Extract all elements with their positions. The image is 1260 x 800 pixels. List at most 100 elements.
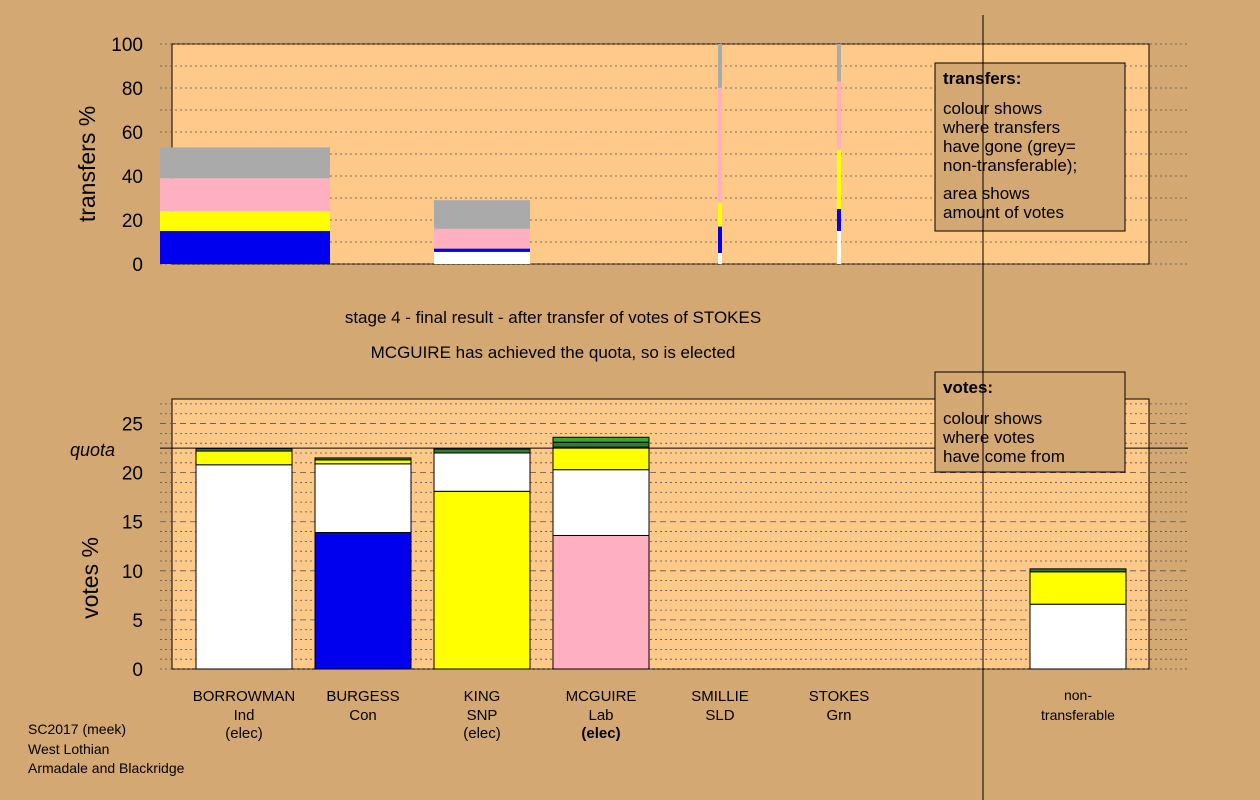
votes-legend-line: have come from xyxy=(943,447,1065,466)
transfers-segment-grey xyxy=(160,147,330,179)
candidate-label-stokes: STOKES Grn xyxy=(809,688,870,724)
candidate-label-king: KING SNP(elec) xyxy=(463,688,501,742)
candidate-label-mcguire: MCGUIRE Lab(elec) xyxy=(566,688,637,742)
candidate-party: Grn xyxy=(826,707,851,724)
votes-segment-white xyxy=(195,464,293,670)
transfers-y-ticks: 0 20 40 60 80 100 xyxy=(111,35,143,276)
votes-segment-white xyxy=(314,463,412,534)
nontransferable-label: non- xyxy=(1064,687,1092,703)
candidate-label-burgess: BURGESS Con xyxy=(326,688,399,724)
transfers-segment-pink xyxy=(160,178,330,212)
candidate-party: Ind xyxy=(234,707,255,724)
transfers-y-tick-label: 0 xyxy=(132,255,143,276)
transfers-bars xyxy=(160,44,841,264)
transfers-segment-yellow xyxy=(718,202,722,227)
nontransferable-label: transferable xyxy=(1041,707,1115,723)
footer-line: Armadale and Blackridge xyxy=(28,760,185,776)
transfers-y-tick-label: 40 xyxy=(122,167,143,188)
transfers-segment-grey xyxy=(837,44,841,82)
footer-line: SC2017 (meek) xyxy=(28,721,126,737)
votes-segment-darkgreen xyxy=(433,448,531,454)
stage-subtitle: MCGUIRE has achieved the quota, so is el… xyxy=(371,343,736,362)
transfers-segment-pink xyxy=(434,228,530,249)
candidate-name: KING xyxy=(464,688,501,705)
votes-segment-green xyxy=(552,436,650,443)
transfers-segment-white xyxy=(837,231,841,264)
transfers-legend: transfers: colour shows where transfers … xyxy=(934,62,1126,232)
candidate-status: (elec) xyxy=(581,725,620,742)
transfers-segment-yellow xyxy=(837,149,841,209)
votes-y-tick-label: 5 xyxy=(132,611,143,632)
votes-y-tick-label: 25 xyxy=(122,415,143,436)
candidate-name: BURGESS xyxy=(326,688,399,705)
transfers-segment-white xyxy=(434,251,530,264)
transfers-segment-blue xyxy=(160,231,330,264)
candidate-name: STOKES xyxy=(809,688,870,705)
transfers-y-axis-label: transfers % xyxy=(74,106,100,222)
votes-y-tick-label: 20 xyxy=(122,464,143,485)
votes-y-tick-label: 15 xyxy=(122,513,143,534)
candidate-party: Lab xyxy=(588,707,613,724)
votes-segment-white xyxy=(433,452,531,492)
votes-segment-darkgreen xyxy=(552,441,650,448)
votes-segment-yellow xyxy=(433,490,531,670)
transfers-legend-line: non-transferable); xyxy=(943,156,1077,175)
transfers-legend-line: area shows xyxy=(943,184,1030,203)
candidate-name: BORROWMAN xyxy=(193,688,296,705)
votes-segment-blue xyxy=(314,532,412,670)
transfers-y-tick-label: 100 xyxy=(111,35,143,56)
votes-segment-white xyxy=(1029,603,1127,670)
votes-segment-pink xyxy=(552,534,650,670)
candidate-party: Con xyxy=(349,707,377,724)
transfers-bar-smillie xyxy=(718,44,722,264)
votes-segment-yellow xyxy=(1029,571,1127,605)
votes-bar-borrowman xyxy=(195,448,293,670)
transfers-bar-stokes xyxy=(837,44,841,264)
votes-segment-darkgreen xyxy=(1029,568,1127,573)
votes-segment-darkgreen xyxy=(314,457,412,461)
candidate-status: (elec) xyxy=(463,725,501,742)
transfers-segment-white xyxy=(718,253,722,264)
votes-legend-line: colour shows xyxy=(943,409,1042,428)
votes-bar-mcguire xyxy=(552,436,650,670)
votes-segment-yellow xyxy=(552,446,650,471)
votes-bar-burgess xyxy=(314,457,412,670)
votes-y-ticks: 0 5 10 15 20 25 xyxy=(122,415,143,681)
transfers-segment-blue xyxy=(718,226,722,253)
votes-bar-non-transferable xyxy=(1029,568,1127,670)
candidate-label-borrowman: BORROWMAN Ind(elec) xyxy=(193,688,296,742)
candidate-label-smillie: SMILLIE SLD xyxy=(691,688,749,724)
transfers-y-tick-label: 60 xyxy=(122,123,143,144)
transfers-segment-pink xyxy=(718,88,722,203)
transfers-legend-title: transfers: xyxy=(943,69,1021,88)
votes-bar-king xyxy=(433,448,531,670)
votes-legend-title: votes: xyxy=(943,378,993,397)
transfers-y-tick-label: 80 xyxy=(122,79,143,100)
candidate-name: SMILLIE xyxy=(691,688,749,705)
votes-legend-line: where votes xyxy=(942,428,1035,447)
votes-legend: votes: colour shows where votes have com… xyxy=(934,371,1126,473)
transfers-bar-borrowman xyxy=(160,147,330,264)
candidate-party: SLD xyxy=(705,707,734,724)
votes-segment-yellow xyxy=(314,459,412,465)
transfers-segment-grey xyxy=(434,200,530,229)
transfers-y-tick-label: 20 xyxy=(122,211,143,232)
votes-y-tick-label: 0 xyxy=(132,660,143,681)
footer-line: West Lothian xyxy=(28,741,109,757)
stage-title: stage 4 - final result - after transfer … xyxy=(345,308,761,327)
votes-segment-white xyxy=(552,469,650,536)
transfers-legend-line: where transfers xyxy=(942,118,1060,137)
transfers-segment-grey xyxy=(718,44,722,88)
candidate-name: MCGUIRE xyxy=(566,688,637,705)
candidate-status: (elec) xyxy=(225,725,263,742)
transfers-segment-blue xyxy=(837,209,841,231)
votes-bars xyxy=(195,436,1127,670)
votes-y-axis-label: votes % xyxy=(77,537,103,619)
votes-y-tick-label: 10 xyxy=(122,562,143,583)
votes-segment-yellow xyxy=(195,450,293,466)
quota-label: quota xyxy=(70,440,115,460)
transfers-legend-line: amount of votes xyxy=(943,203,1064,222)
transfers-segment-yellow xyxy=(160,211,330,231)
transfers-legend-line: colour shows xyxy=(943,99,1042,118)
